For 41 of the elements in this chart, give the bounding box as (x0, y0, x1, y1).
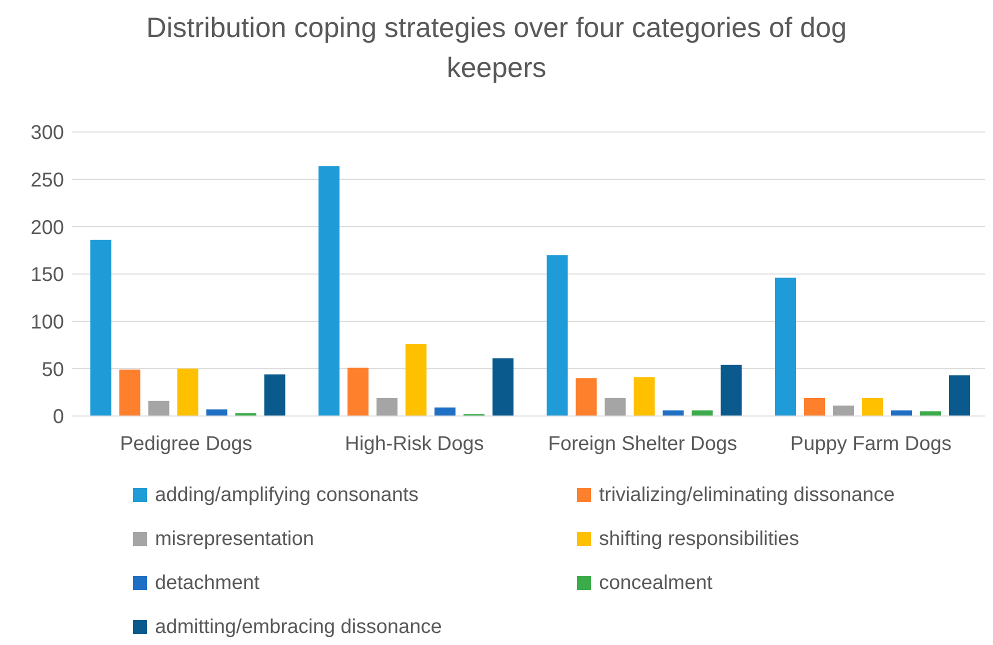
bar (177, 368, 198, 416)
bar (804, 398, 826, 416)
y-tick-label: 0 (52, 406, 64, 428)
chart-title: Distribution coping strategies over four categories of dog keepers (145, 11, 848, 85)
bar (492, 358, 514, 416)
bar (348, 368, 369, 416)
bar (119, 370, 140, 416)
legend-label: shifting responsibilities (599, 528, 800, 550)
legend-label: adding/amplifying consonants (155, 484, 419, 506)
x-tick-label: High-Risk Dogs (344, 433, 484, 456)
bar (634, 377, 655, 416)
bar (862, 398, 884, 416)
bar (546, 255, 568, 416)
bar (576, 378, 597, 416)
legend-label: concealment (599, 572, 712, 594)
bar (949, 375, 970, 416)
bar (720, 364, 742, 416)
legend-label: misrepresentation (155, 528, 314, 550)
bar (406, 344, 427, 416)
y-tick-label: 300 (30, 122, 64, 144)
bar (206, 409, 228, 416)
bar (148, 400, 170, 416)
bar (90, 240, 112, 416)
legend-label: trivializing/eliminating dissonance (599, 484, 895, 506)
bar (833, 406, 854, 416)
bar (318, 166, 340, 416)
bar (434, 407, 456, 416)
y-tick-label: 100 (30, 311, 64, 334)
y-tick-label: 150 (30, 264, 64, 286)
bar (376, 398, 398, 416)
y-tick-label: 250 (30, 169, 64, 192)
legend-label: admitting/embracing dissonance (155, 616, 442, 638)
y-tick-label: 50 (42, 358, 64, 381)
x-tick-label: Pedigree Dogs (120, 433, 252, 456)
y-tick-label: 200 (30, 216, 64, 239)
legend-label: detachment (155, 572, 260, 594)
bar (264, 374, 286, 416)
bar (775, 278, 796, 416)
bar (604, 398, 626, 416)
x-tick-label: Puppy Farm Dogs (790, 433, 952, 456)
x-tick-label: Foreign Shelter Dogs (548, 433, 738, 456)
